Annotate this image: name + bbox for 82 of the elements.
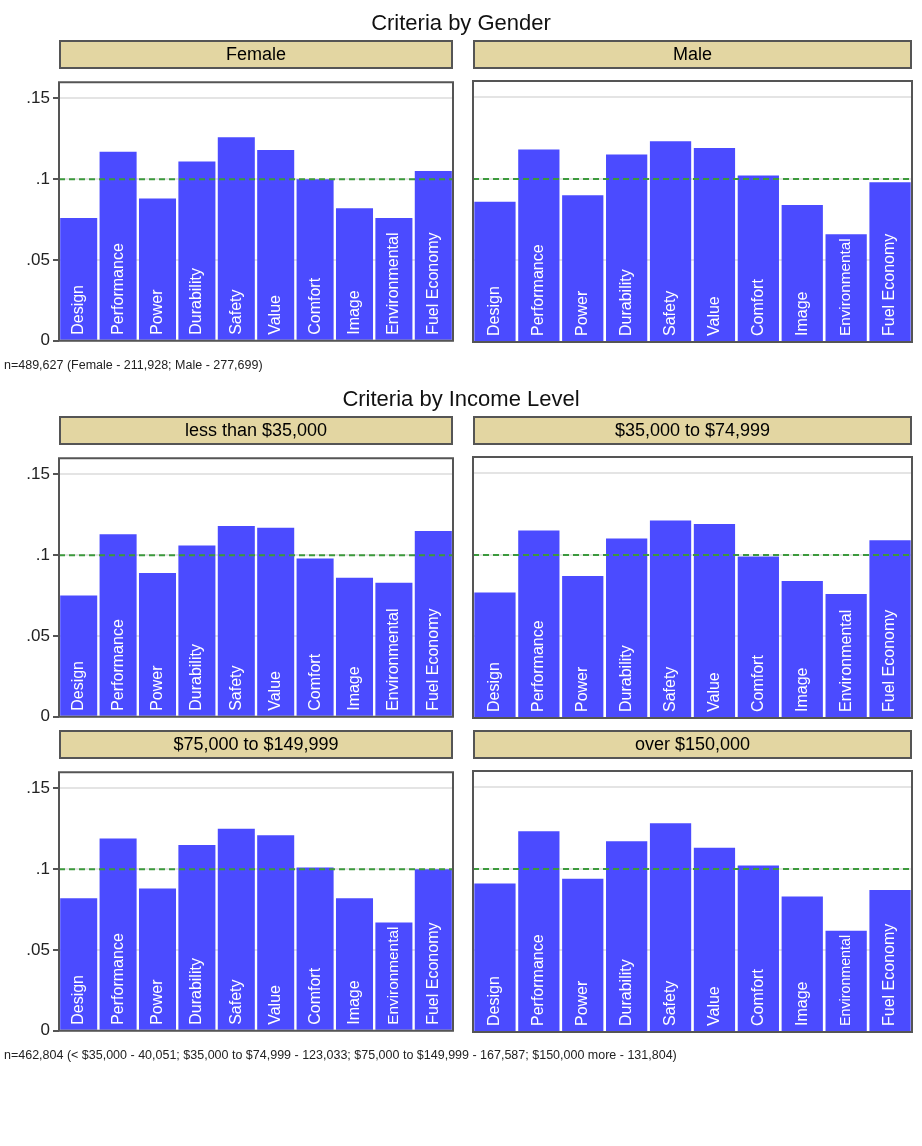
x-tick-label: Power: [573, 979, 591, 1026]
x-tick-label: Value: [704, 986, 722, 1026]
x-tick-label: Fuel Economy: [423, 608, 441, 711]
x-tick-label: Fuel Economy: [880, 233, 898, 336]
x-tick-label: Performance: [108, 619, 126, 711]
y-tick-label: 0: [40, 1020, 50, 1040]
x-tick-label: Image: [792, 667, 810, 712]
x-tick-label: Durability: [617, 645, 635, 712]
x-tick-label: Fuel Economy: [880, 923, 898, 1026]
x-tick-label: Image: [792, 291, 810, 336]
y-tick-label: .05: [26, 939, 50, 959]
chart-subtitle: $35,000 to $74,999: [473, 416, 912, 445]
chart-title: Criteria by Income Level: [341, 385, 581, 413]
x-tick-label: Value: [704, 296, 722, 336]
x-tick-label: Power: [147, 978, 165, 1025]
chart-subtitle: Male: [473, 40, 912, 69]
x-tick-label: Power: [147, 288, 165, 335]
x-tick-label: Value: [266, 984, 284, 1025]
x-tick-label: Power: [573, 665, 591, 712]
x-tick-label: Performance: [529, 620, 547, 712]
y-tick-label: .1: [35, 168, 50, 188]
y-tick-label: .15: [26, 88, 50, 108]
x-tick-label: Performance: [108, 933, 126, 1025]
x-tick-label: Comfort: [748, 278, 766, 336]
x-tick-label: Performance: [529, 244, 547, 336]
x-tick-label: Durability: [617, 269, 635, 336]
y-tick-label: .1: [35, 544, 50, 564]
chart-subtitle: over $150,000: [473, 730, 912, 759]
x-tick-label: Performance: [108, 243, 126, 335]
x-tick-label: Comfort: [305, 277, 323, 335]
y-tick-label: .05: [26, 249, 50, 269]
x-tick-label: Safety: [226, 979, 244, 1025]
x-tick-label: Comfort: [305, 653, 323, 711]
text: n=462,804 (< $35,000 - 40,051; $35,000 to $74,999 - 123,033; $75,000 to $149,999 - 167,587; $150,000 more - 131,804): [4, 1047, 678, 1064]
y-tick-label: .1: [35, 858, 50, 878]
x-tick-label: Design: [485, 286, 503, 336]
chart-title: Criteria by Gender: [370, 9, 552, 37]
x-tick-label: Environmental: [836, 609, 854, 712]
x-tick-label: Comfort: [748, 654, 766, 712]
x-tick-label: Environmental: [837, 934, 854, 1026]
x-tick-label: Durability: [187, 958, 205, 1025]
y-tick-label: 0: [40, 706, 50, 726]
x-tick-label: Comfort: [305, 967, 323, 1025]
x-tick-label: Performance: [529, 934, 547, 1026]
x-tick-label: Safety: [660, 290, 678, 336]
x-tick-label: Image: [344, 666, 362, 711]
x-tick-label: Image: [792, 981, 810, 1026]
chart-subtitle: $75,000 to $149,999: [59, 730, 453, 759]
x-tick-label: Power: [147, 664, 165, 711]
x-tick-label: Safety: [226, 665, 244, 711]
x-tick-label: Environmental: [384, 232, 402, 335]
x-tick-label: Environmental: [384, 926, 402, 1025]
x-tick-label: Safety: [660, 980, 678, 1026]
x-tick-label: Safety: [226, 289, 244, 335]
x-tick-label: Value: [266, 294, 284, 335]
x-tick-label: Durability: [617, 959, 635, 1026]
x-tick-label: Design: [69, 660, 87, 711]
x-tick-label: Environmental: [384, 608, 402, 711]
x-tick-label: Value: [266, 670, 284, 711]
y-tick-label: .15: [26, 464, 50, 484]
x-tick-label: Fuel Economy: [423, 922, 441, 1025]
x-tick-label: Design: [69, 974, 87, 1025]
x-tick-label: Environmental: [836, 238, 854, 336]
x-tick-label: Durability: [187, 644, 205, 711]
y-tick-label: 0: [40, 330, 50, 350]
x-tick-label: Comfort: [748, 968, 766, 1026]
y-tick-label: .15: [26, 778, 50, 798]
x-tick-label: Value: [704, 672, 722, 712]
x-tick-label: Durability: [187, 268, 205, 335]
x-tick-label: Fuel Economy: [880, 609, 898, 712]
x-tick-label: Design: [69, 284, 87, 335]
x-tick-label: Safety: [660, 666, 678, 712]
x-tick-label: Image: [344, 980, 362, 1025]
x-tick-label: Power: [573, 289, 591, 336]
text: n=489,627 (Female - 211,928; Male - 277,699): [4, 357, 264, 374]
chart-subtitle: less than $35,000: [59, 416, 453, 445]
x-tick-label: Fuel Economy: [423, 232, 441, 335]
x-tick-label: Design: [485, 662, 503, 712]
y-tick-label: .05: [26, 625, 50, 645]
x-tick-label: Image: [344, 290, 362, 335]
x-tick-label: Design: [485, 976, 503, 1026]
chart-subtitle: Female: [59, 40, 453, 69]
